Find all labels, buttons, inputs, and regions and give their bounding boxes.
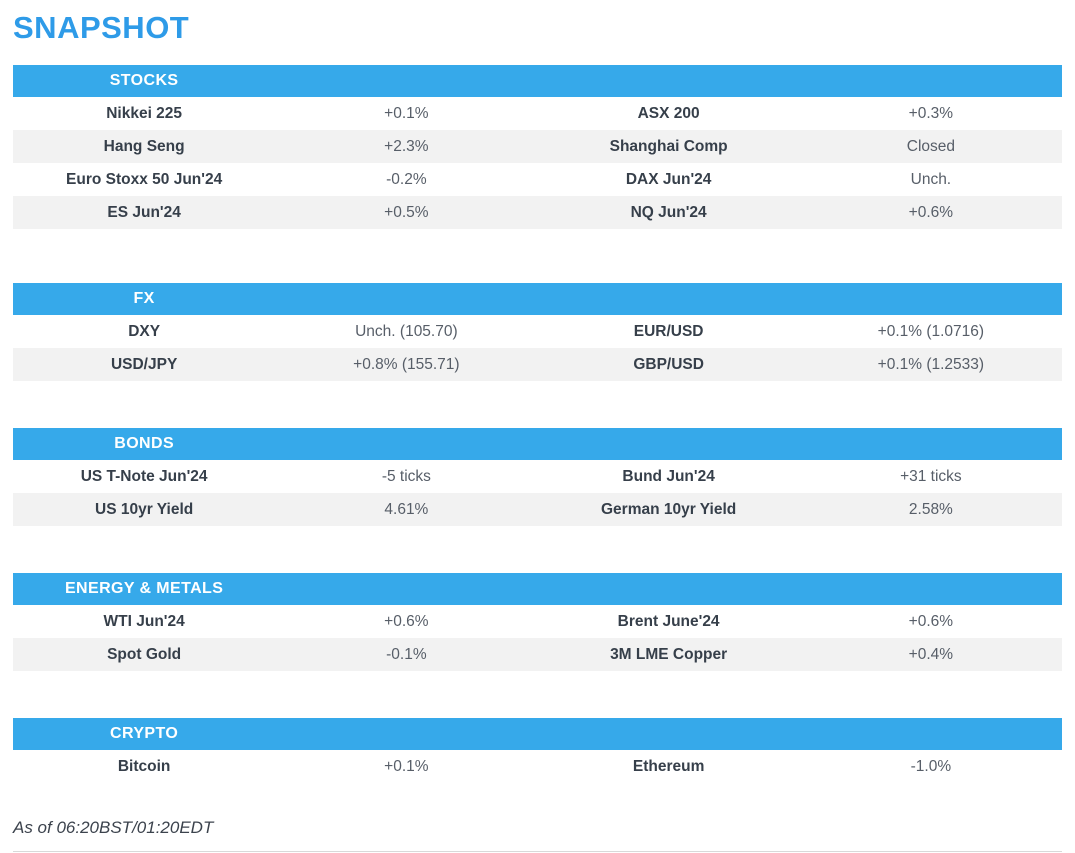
instrument-label: Euro Stoxx 50 Jun'24 [66,170,223,188]
section-header-bar: BONDS [13,428,1062,460]
instrument-label: GBP/USD [633,355,704,373]
instrument-label: Brent June'24 [617,612,720,630]
instrument-value: -0.2% [386,170,427,188]
instrument-value: -0.1% [386,645,427,663]
section-bonds: BONDS US T-Note Jun'24 -5 ticks Bund Jun… [13,428,1062,526]
instrument-value: Closed [906,137,955,155]
table-row: USD/JPY +0.8% (155.71) GBP/USD +0.1% (1.… [13,348,1062,381]
section-header: BONDS [114,435,175,452]
page-title: SNAPSHOT [13,10,190,45]
instrument-label: Hang Seng [103,137,185,155]
instrument-value: +0.1% [384,104,429,122]
instrument-label: Bitcoin [117,757,171,775]
instrument-value: +31 ticks [900,467,962,485]
instrument-value: +2.3% [384,137,429,155]
instrument-label: Shanghai Comp [609,137,728,155]
section-header-bar: FX [13,283,1062,315]
bottom-divider [13,851,1062,852]
table-row: US 10yr Yield 4.61% German 10yr Yield 2.… [13,493,1062,526]
instrument-label: ES Jun'24 [107,203,181,221]
instrument-label: US T-Note Jun'24 [80,467,208,485]
instrument-label: ASX 200 [637,104,700,122]
section-stocks: STOCKS Nikkei 225 +0.1% ASX 200 +0.3% Ha… [13,65,1062,229]
table-row: Bitcoin +0.1% Ethereum -1.0% [13,750,1062,783]
section-header-bar: CRYPTO [13,718,1062,750]
instrument-value: Unch. [910,170,952,188]
table-row: Euro Stoxx 50 Jun'24 -0.2% DAX Jun'24 Un… [13,163,1062,196]
instrument-value: +0.8% (155.71) [353,355,460,373]
instrument-label: EUR/USD [633,322,704,340]
instrument-label: US 10yr Yield [95,500,194,518]
section-header: FX [133,290,155,307]
instrument-label: WTI Jun'24 [103,612,185,630]
instrument-value: +0.6% [908,612,954,630]
instrument-value: +0.6% [384,612,429,630]
instrument-value: -5 ticks [381,467,431,485]
section-header: CRYPTO [110,725,179,742]
section-fx: FX DXY Unch. (105.70) EUR/USD +0.1% (1.0… [13,283,1062,381]
table-row: Nikkei 225 +0.1% ASX 200 +0.3% [13,97,1062,130]
section-header-bar: ENERGY & METALS [13,573,1062,605]
instrument-label: DAX Jun'24 [625,170,712,188]
instrument-value: +0.1% (1.2533) [877,355,985,373]
table-row: Spot Gold -0.1% 3M LME Copper +0.4% [13,638,1062,671]
instrument-label: USD/JPY [110,355,178,373]
instrument-label: NQ Jun'24 [630,203,707,221]
instrument-value: -1.0% [910,757,952,775]
instrument-label: Bund Jun'24 [622,467,715,485]
instrument-label: Nikkei 225 [106,104,183,122]
instrument-value: +0.1% [384,757,429,775]
table-row: ES Jun'24 +0.5% NQ Jun'24 +0.6% [13,196,1062,229]
table-row: Hang Seng +2.3% Shanghai Comp Closed [13,130,1062,163]
instrument-value: +0.6% [908,203,954,221]
instrument-label: German 10yr Yield [600,500,737,518]
table-row: DXY Unch. (105.70) EUR/USD +0.1% (1.0716… [13,315,1062,348]
timestamp-note: As of 06:20BST/01:20EDT [13,818,214,837]
section-header-bar: STOCKS [13,65,1062,97]
instrument-value: Unch. (105.70) [355,322,458,340]
instrument-value: +0.3% [908,104,954,122]
section-header: STOCKS [109,72,179,89]
table-row: WTI Jun'24 +0.6% Brent June'24 +0.6% [13,605,1062,638]
instrument-value: +0.5% [384,203,429,221]
table-row: US T-Note Jun'24 -5 ticks Bund Jun'24 +3… [13,460,1062,493]
instrument-value: 2.58% [908,500,953,518]
instrument-value: +0.1% (1.0716) [877,322,985,340]
section-energy-metals: ENERGY & METALS WTI Jun'24 +0.6% Brent J… [13,573,1062,671]
instrument-label: DXY [128,322,161,340]
instrument-value: 4.61% [384,500,429,518]
section-crypto: CRYPTO Bitcoin +0.1% Ethereum -1.0% [13,718,1062,783]
instrument-label: Spot Gold [107,645,182,663]
instrument-label: 3M LME Copper [610,645,728,663]
instrument-value: +0.4% [908,645,954,663]
section-header: ENERGY & METALS [64,580,224,597]
instrument-label: Ethereum [632,757,705,775]
